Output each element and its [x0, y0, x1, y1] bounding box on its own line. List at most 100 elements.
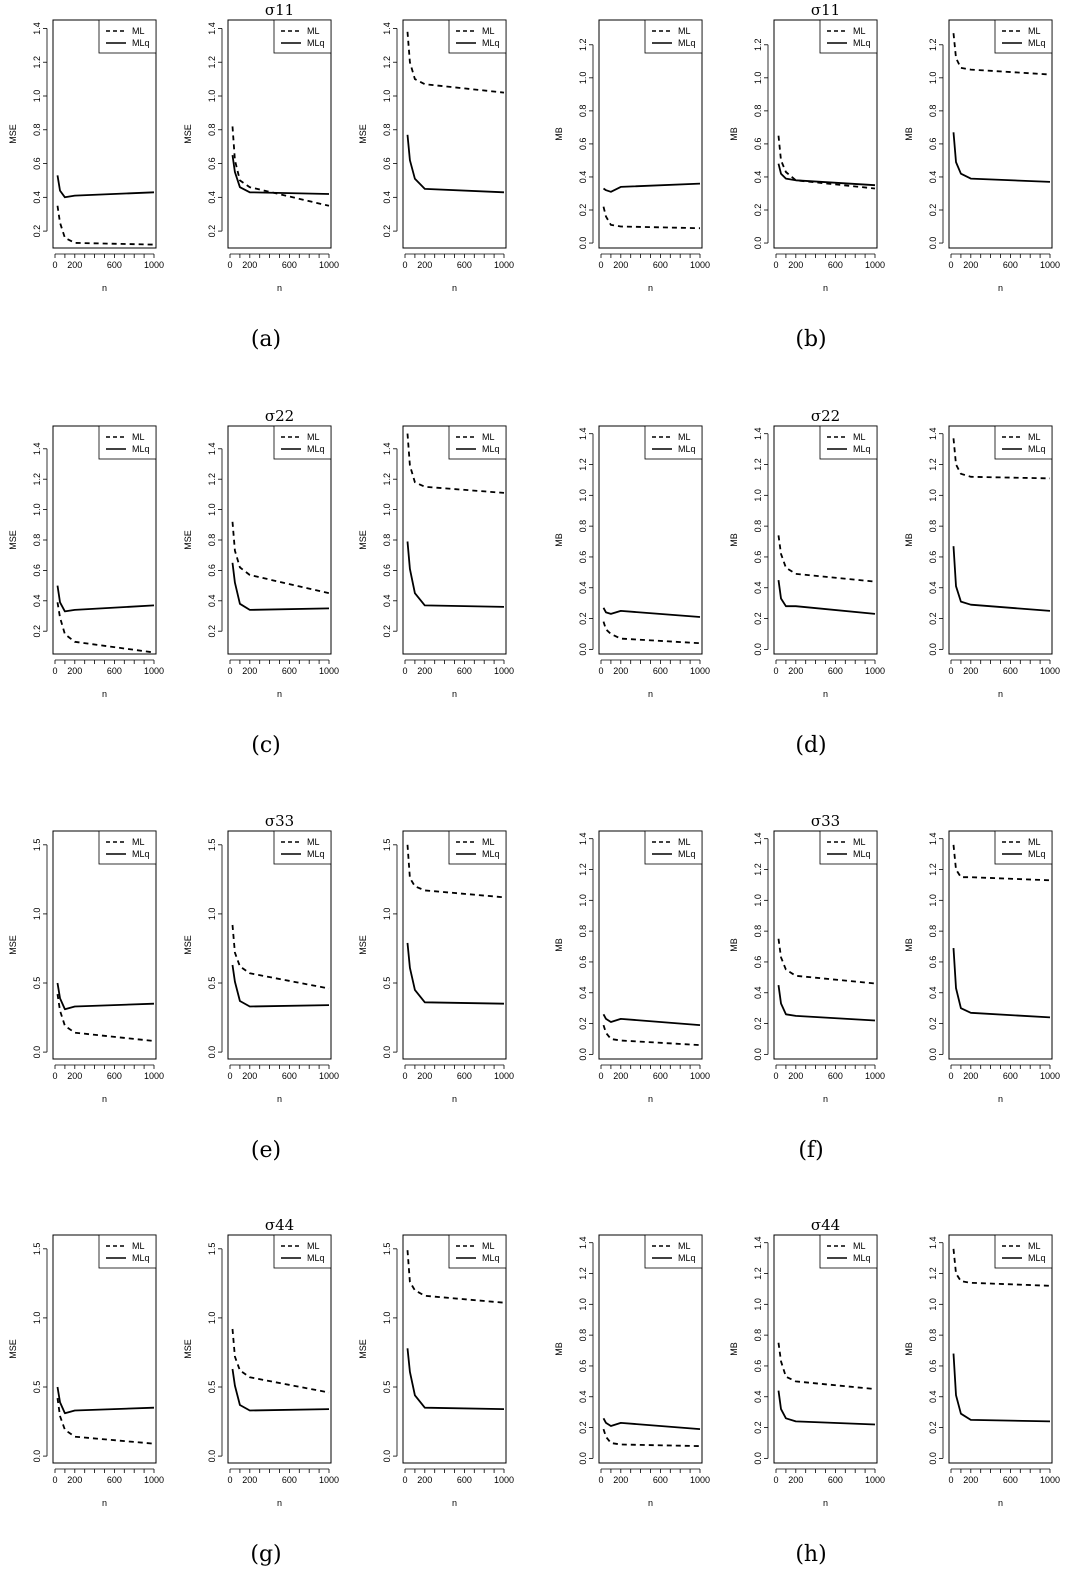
chart-panel: σ11 0 200 600 1000 n 0.0 0.2 0.4 0.6 0.8 1.0 1.2 MB ML…: [729, 1, 885, 293]
y-tick-label: 0.4: [753, 986, 763, 999]
legend-label: ML: [678, 432, 691, 442]
y-tick-label: 0.4: [382, 595, 392, 608]
legend-box: [448, 1234, 507, 1269]
x-axis-label: n: [648, 689, 653, 699]
y-tick-label: 1.0: [207, 503, 217, 516]
legend-box: [819, 830, 878, 865]
legend-label: ML: [853, 837, 866, 847]
x-tick-label: 0: [948, 1475, 953, 1485]
x-tick-label: 200: [417, 666, 432, 676]
x-tick-label: 200: [963, 1071, 978, 1081]
x-tick-label: 1000: [144, 666, 164, 676]
x-tick-label: 1000: [144, 1071, 164, 1081]
legend-box: [819, 19, 878, 54]
x-tick-label: 0: [773, 260, 778, 270]
y-tick-label: 1.2: [207, 56, 217, 69]
y-tick-label: 1.0: [753, 489, 763, 502]
y-tick-label: 1.0: [753, 1298, 763, 1311]
x-tick-label: 600: [282, 666, 297, 676]
x-tick-label: 0: [52, 260, 57, 270]
legend-label: ML: [132, 1241, 145, 1251]
y-tick-label: 0.6: [928, 138, 938, 151]
series-line-ml: [602, 1024, 701, 1046]
y-tick-label: 1.2: [578, 863, 588, 876]
y-tick-label: 0.6: [578, 138, 588, 151]
y-tick-label: 0.8: [382, 124, 392, 137]
x-tick-label: 200: [417, 1071, 432, 1081]
x-tick-label: 1000: [690, 260, 710, 270]
y-tick-label: 1.2: [928, 458, 938, 471]
y-tick-label: 1.4: [578, 427, 588, 440]
x-tick-label: 200: [242, 1475, 257, 1485]
plot-frame: [227, 425, 332, 655]
chart-panel: 0 200 600 1000 n 0.0 0.5 1.0 1.5 MSE ML MLq: [358, 1234, 514, 1508]
legend-box: [994, 19, 1053, 54]
y-tick-label: 1.0: [32, 90, 42, 103]
series-line-ml: [56, 602, 155, 654]
series-line-mlq: [602, 182, 701, 193]
chart-panel: σ44 0 200 600 1000 n 0.0 0.5 1.0 1.5 MSE ML MLq: [183, 1216, 339, 1508]
y-tick-label: 0.2: [207, 225, 217, 238]
y-tick-label: 1.4: [753, 427, 763, 440]
legend-box: [819, 425, 878, 460]
y-tick-label: 0.4: [578, 986, 588, 999]
x-tick-label: 600: [1003, 1475, 1018, 1485]
x-tick-label: 600: [1003, 260, 1018, 270]
chart-panel: 0 200 600 1000 n 0.0 0.5 1.0 1.5 MSE ML MLq: [8, 830, 164, 1104]
x-tick-label: 0: [598, 1475, 603, 1485]
y-axis-label: MB: [904, 938, 914, 952]
legend-label: MLq: [1028, 1253, 1046, 1263]
y-tick-label: 0.5: [32, 977, 42, 990]
y-tick-label: 0.0: [578, 643, 588, 656]
x-tick-label: 200: [417, 260, 432, 270]
x-axis-label: n: [823, 689, 828, 699]
series-line-mlq: [56, 585, 155, 613]
legend-label: MLq: [1028, 444, 1046, 454]
series-line-mlq: [952, 546, 1051, 612]
x-axis-label: n: [823, 1498, 828, 1508]
y-tick-label: 0.2: [928, 1017, 938, 1030]
x-tick-label: 0: [402, 260, 407, 270]
y-tick-label: 1.2: [578, 1267, 588, 1280]
series-line-mlq: [406, 134, 505, 194]
legend-label: ML: [1028, 837, 1041, 847]
y-axis-label: MB: [554, 938, 564, 952]
x-axis-label: n: [102, 283, 107, 293]
y-axis-label: MSE: [8, 1339, 18, 1359]
x-tick-label: 600: [653, 1475, 668, 1485]
legend-label: ML: [132, 432, 145, 442]
y-tick-label: 0.8: [928, 105, 938, 118]
subfigure-caption: (b): [795, 327, 826, 352]
legend-label: MLq: [307, 1253, 325, 1263]
y-tick-label: 1.0: [207, 90, 217, 103]
y-tick-label: 1.4: [753, 832, 763, 845]
y-tick-label: 0.4: [928, 986, 938, 999]
legend-box: [273, 425, 332, 460]
series-line-mlq: [231, 562, 330, 611]
y-tick-label: 1.4: [207, 22, 217, 35]
y-tick-label: 1.4: [382, 22, 392, 35]
series-line-ml: [777, 535, 876, 583]
x-tick-label: 600: [828, 260, 843, 270]
y-tick-label: 0.8: [32, 124, 42, 137]
y-tick-label: 0.0: [928, 1048, 938, 1061]
y-tick-label: 0.6: [753, 551, 763, 564]
plot-frame: [52, 830, 157, 1060]
x-tick-label: 200: [67, 666, 82, 676]
series-line-ml: [777, 938, 876, 985]
y-tick-label: 0.6: [578, 551, 588, 564]
x-tick-label: 600: [282, 1475, 297, 1485]
y-tick-label: 1.0: [207, 908, 217, 921]
y-tick-label: 0.4: [32, 595, 42, 608]
y-tick-label: 0.4: [578, 1390, 588, 1403]
y-tick-label: 0.2: [753, 204, 763, 217]
y-tick-label: 1.4: [32, 443, 42, 456]
legend-label: MLq: [1028, 38, 1046, 48]
panel-title: σ22: [265, 407, 294, 425]
legend-label: MLq: [853, 1253, 871, 1263]
panel-title: σ33: [811, 812, 840, 830]
y-tick-label: 1.4: [928, 1236, 938, 1249]
y-tick-label: 1.2: [578, 458, 588, 471]
series-line-mlq: [777, 579, 876, 615]
chart-panel: 0 200 600 1000 n 0.0 0.2 0.4 0.6 0.8 1.0 1.2 1.4 MB ML…: [904, 425, 1060, 699]
